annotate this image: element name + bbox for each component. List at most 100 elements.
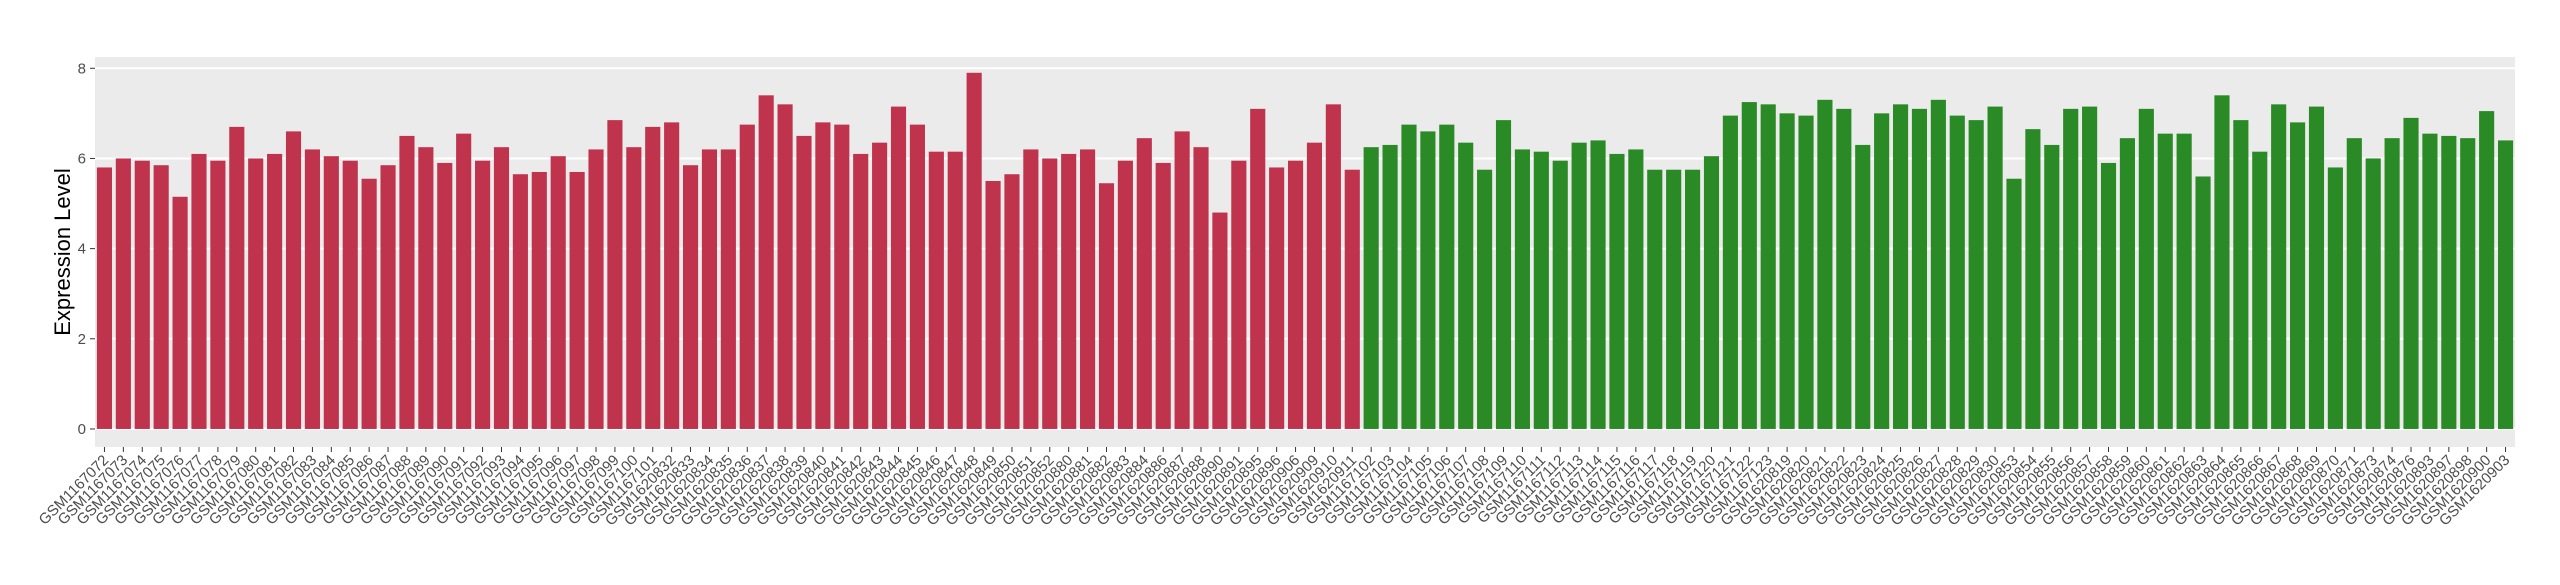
bar bbox=[1306, 142, 1323, 429]
bar bbox=[2119, 138, 2135, 429]
bar bbox=[1325, 104, 1341, 429]
bar bbox=[2214, 95, 2230, 429]
bar bbox=[2252, 151, 2268, 429]
y-tick-label: 0 bbox=[78, 421, 86, 438]
bar bbox=[1666, 169, 1682, 429]
bar bbox=[1004, 174, 1020, 429]
bar bbox=[1080, 149, 1096, 429]
bar bbox=[1949, 115, 1965, 429]
bar bbox=[1571, 142, 1587, 429]
bar bbox=[890, 106, 907, 429]
bar bbox=[437, 162, 453, 429]
bar bbox=[96, 167, 113, 429]
bar bbox=[2138, 108, 2154, 429]
bar bbox=[1363, 147, 1379, 429]
bar bbox=[418, 147, 434, 429]
bar bbox=[191, 153, 207, 429]
bar bbox=[966, 72, 982, 429]
bar bbox=[1193, 147, 1209, 429]
bar bbox=[607, 120, 623, 429]
bar bbox=[153, 165, 169, 429]
bar bbox=[2044, 144, 2060, 429]
bar bbox=[1647, 169, 1663, 429]
bar bbox=[2233, 120, 2249, 429]
bar bbox=[1855, 144, 1871, 429]
bar bbox=[267, 153, 283, 429]
bar bbox=[1382, 144, 1398, 429]
bar bbox=[947, 151, 963, 429]
bar bbox=[777, 104, 793, 429]
bar bbox=[720, 149, 736, 429]
bar bbox=[134, 160, 150, 429]
bar bbox=[1836, 108, 1852, 429]
bar bbox=[512, 174, 528, 429]
bar bbox=[2460, 138, 2476, 429]
bar bbox=[1212, 212, 1228, 429]
bar bbox=[701, 149, 718, 429]
bar bbox=[664, 122, 680, 429]
bar bbox=[1117, 160, 1133, 429]
bar bbox=[1987, 106, 2003, 429]
bar bbox=[1155, 162, 1171, 429]
bar bbox=[1477, 169, 1493, 429]
bar bbox=[323, 156, 339, 429]
bar bbox=[569, 171, 585, 429]
bar bbox=[210, 160, 226, 429]
bar bbox=[2082, 106, 2098, 429]
bar bbox=[1798, 115, 1814, 429]
bar bbox=[342, 160, 358, 429]
bar bbox=[1628, 149, 1644, 429]
bar bbox=[739, 124, 755, 429]
bar bbox=[853, 153, 869, 429]
bar bbox=[2384, 138, 2400, 429]
bar bbox=[115, 158, 131, 429]
bar bbox=[2346, 138, 2362, 429]
bar bbox=[1458, 142, 1474, 429]
bar bbox=[815, 122, 831, 429]
bar bbox=[2441, 135, 2457, 429]
bar bbox=[304, 149, 320, 429]
bar bbox=[380, 165, 396, 429]
bar bbox=[796, 135, 812, 429]
bar bbox=[1911, 108, 1928, 429]
bar bbox=[1287, 160, 1304, 429]
bar bbox=[1760, 104, 1776, 429]
bar bbox=[2195, 176, 2211, 429]
bar bbox=[2479, 111, 2495, 429]
bar bbox=[1495, 120, 1512, 429]
bar bbox=[2308, 106, 2325, 429]
bar bbox=[1874, 113, 1890, 429]
bar bbox=[229, 126, 245, 429]
y-tick-label: 4 bbox=[78, 241, 86, 258]
bar bbox=[2422, 133, 2438, 429]
bar bbox=[985, 180, 1001, 429]
bar bbox=[1344, 169, 1360, 429]
bar bbox=[1420, 131, 1436, 429]
bar bbox=[1269, 167, 1285, 429]
bar bbox=[2271, 104, 2287, 429]
bar bbox=[550, 156, 566, 429]
bar bbox=[2100, 162, 2117, 429]
y-tick-label: 6 bbox=[78, 150, 86, 167]
bar bbox=[1098, 183, 1115, 429]
bar bbox=[758, 95, 774, 429]
bar bbox=[834, 124, 850, 429]
bar bbox=[626, 147, 642, 429]
bar bbox=[1590, 140, 1606, 429]
bar bbox=[1779, 113, 1795, 429]
bar bbox=[475, 160, 491, 429]
bar bbox=[1930, 99, 1946, 429]
bar bbox=[1174, 131, 1190, 429]
bar bbox=[1703, 156, 1720, 429]
bar bbox=[1401, 124, 1417, 429]
bar bbox=[1817, 99, 1833, 429]
bar bbox=[1741, 102, 1757, 429]
bar bbox=[2365, 158, 2381, 429]
bar bbox=[2403, 117, 2419, 429]
y-tick-label: 8 bbox=[78, 60, 86, 77]
bar bbox=[1042, 158, 1058, 429]
bar bbox=[928, 151, 944, 429]
bar bbox=[493, 147, 510, 429]
